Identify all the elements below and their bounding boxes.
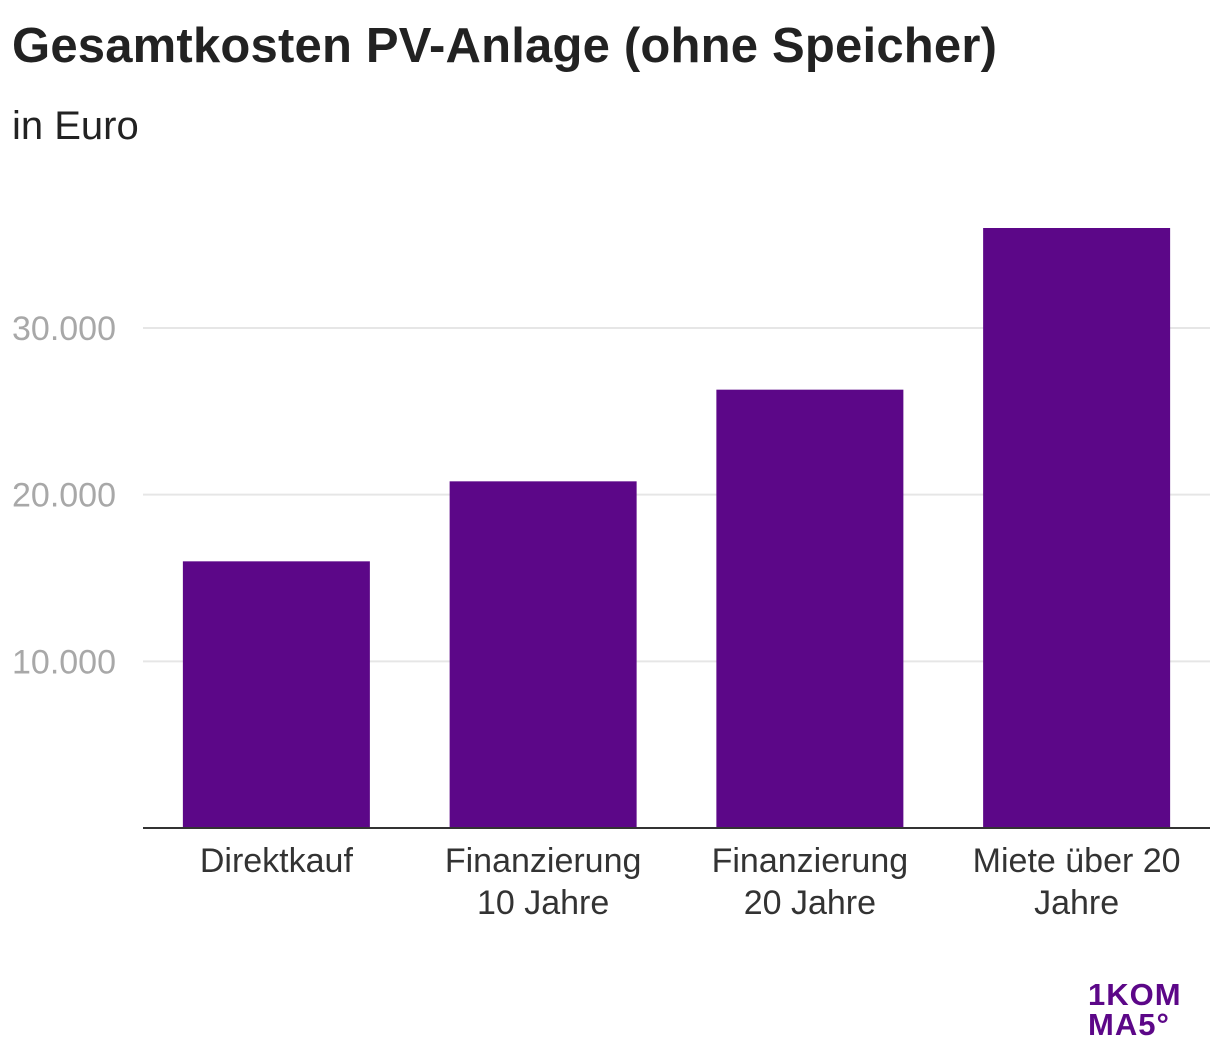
chart-subtitle: in Euro [12,104,139,148]
y-tick-label: 30.000 [12,310,116,348]
bar [182,561,370,828]
x-tick-label-line: Jahre [1034,884,1119,922]
x-tick-label-line: 10 Jahre [477,884,609,922]
x-tick-label-line: 20 Jahre [744,884,876,922]
bar [716,389,904,828]
bar [449,481,637,828]
x-tick-label-line: Finanzierung [445,842,642,880]
logo-line-1: 1KOM [1088,977,1182,1012]
x-tick-label-line: Direktkauf [200,842,354,880]
x-tick-label: Finanzierung 10 Jahre [445,842,642,922]
x-tick-label: Miete über 20 Jahre [973,842,1181,922]
y-tick-label: 10.000 [12,643,116,681]
chart-title: Gesamtkosten PV-Anlage (ohne Speicher) [12,19,998,73]
brand-logo: 1KOM MA5° [1088,977,1208,1042]
x-tick-label: Direktkauf [200,842,354,880]
x-tick-label-line: Miete über 20 [973,842,1181,880]
bar [983,228,1171,828]
logo-line-2: MA5° [1088,1007,1170,1042]
x-tick-label-line: Finanzierung [712,842,909,880]
x-tick-label: Finanzierung 20 Jahre [712,842,909,922]
y-tick-label: 20.000 [12,477,116,515]
